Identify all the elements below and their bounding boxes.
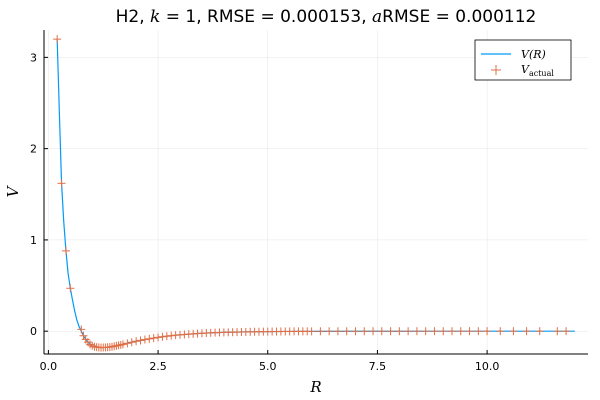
title-part-2: = 1, RMSE = 0.000153, — [160, 7, 372, 27]
scatter-point — [430, 327, 439, 336]
scatter-point — [395, 327, 404, 336]
legend-label-fit: V(R) — [521, 48, 546, 61]
scatter-point — [509, 327, 518, 336]
scatter-point — [57, 179, 66, 188]
scatter-point — [421, 327, 430, 336]
scatter-point — [351, 327, 360, 336]
title-part-3: a — [372, 7, 382, 27]
legend-label-actual-main: V — [521, 63, 530, 76]
scatter-point — [474, 327, 483, 336]
scatter-point — [562, 327, 571, 336]
x-tick-label: 0.0 — [40, 360, 58, 373]
scatter-point — [307, 327, 316, 336]
series-line-fit — [56, 39, 575, 349]
legend-label-actual: Vactual — [521, 63, 554, 78]
scatter-point — [553, 327, 562, 336]
x-tick-label: 5.0 — [259, 360, 277, 373]
scatter-point — [412, 327, 421, 336]
scatter-point — [140, 335, 149, 344]
series-scatter-actual — [53, 35, 571, 352]
chart-title: H2, k = 1, RMSE = 0.000153, aRMSE = 0.00… — [116, 7, 537, 27]
y-tick-label: 0 — [30, 325, 37, 338]
scatter-point — [465, 327, 474, 336]
scatter-point — [456, 327, 465, 336]
scatter-point — [325, 327, 334, 336]
scatter-point — [127, 338, 136, 347]
y-tick-label: 3 — [30, 51, 37, 64]
y-tick-label: 2 — [30, 143, 37, 156]
y-tick-label: 1 — [30, 234, 37, 247]
title-part-0: H2, — [116, 7, 150, 27]
scatter-point — [360, 327, 369, 336]
y-ticks: 0 1 2 3 — [30, 51, 48, 338]
scatter-point — [522, 327, 531, 336]
scatter-point — [154, 333, 163, 342]
scatter-point — [123, 339, 132, 348]
scatter-point — [342, 327, 351, 336]
title-part-4: RMSE = 0.000112 — [382, 7, 536, 27]
scatter-point — [439, 327, 448, 336]
scatter-point — [132, 337, 141, 346]
scatter-point — [145, 334, 154, 343]
x-tick-label: 2.5 — [149, 360, 167, 373]
scatter-point — [79, 331, 88, 340]
x-tick-label: 7.5 — [369, 360, 387, 373]
scatter-point — [149, 334, 158, 343]
scatter-point — [333, 327, 342, 336]
legend-label-actual-sub: actual — [529, 69, 554, 78]
scatter-point — [386, 327, 395, 336]
scatter-point — [377, 327, 386, 336]
legend-box — [474, 39, 572, 81]
scatter-point — [162, 332, 171, 341]
x-ticks: 0.0 2.5 5.0 7.5 10.0 — [40, 350, 500, 373]
scatter-point — [448, 327, 456, 336]
scatter-point — [369, 327, 378, 336]
scatter-point — [118, 340, 127, 349]
scatter-point — [316, 327, 325, 336]
scatter-point — [116, 340, 125, 349]
scatter-point — [483, 327, 492, 336]
series-layer — [53, 35, 575, 352]
scatter-point — [66, 284, 75, 293]
y-axis-label: V — [4, 184, 22, 197]
scatter-point — [496, 327, 505, 336]
scatter-point — [404, 327, 413, 336]
scatter-point — [53, 35, 62, 44]
scatter-point — [136, 336, 145, 345]
title-part-1: k — [150, 7, 160, 27]
x-axis-label: R — [309, 378, 321, 396]
scatter-point — [61, 246, 70, 255]
legend-cross-marker — [491, 65, 501, 75]
scatter-point — [158, 332, 167, 341]
scatter-point — [535, 327, 544, 336]
legend: V(R) Vactual — [474, 39, 572, 81]
scatter-point — [77, 325, 86, 334]
axes — [43, 30, 588, 355]
x-tick-label: 10.0 — [475, 360, 500, 373]
